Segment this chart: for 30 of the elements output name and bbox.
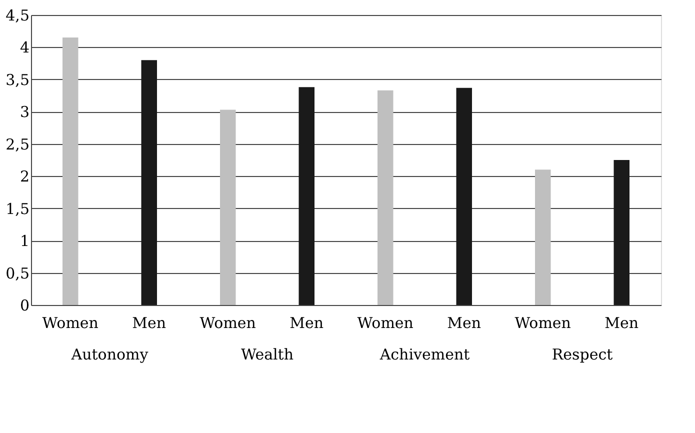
text: Men	[604, 314, 639, 332]
bar	[378, 90, 394, 305]
y-tick-label: 0	[20, 296, 30, 314]
y-tick-label: 4,5	[6, 6, 30, 24]
bar	[614, 160, 630, 305]
y-tick-label: 2,5	[6, 135, 30, 154]
x-tick-label: Wealth	[241, 346, 294, 364]
x-tick-label: Achivement	[378, 346, 470, 364]
bar	[535, 170, 551, 305]
text: Women	[514, 314, 571, 332]
bar	[456, 88, 472, 305]
text: Women	[200, 314, 256, 332]
y-tick-label: 0,5	[6, 264, 30, 282]
text: Women	[357, 314, 414, 332]
y-tick-label: 4	[20, 38, 30, 57]
x-tick-label: Autonomy	[70, 346, 149, 364]
series-label: Men	[290, 314, 324, 332]
y-tick-label: 3,5	[6, 70, 30, 89]
bar	[62, 38, 78, 305]
text: Men	[132, 314, 166, 332]
bar	[298, 87, 314, 305]
text: Men	[447, 314, 482, 332]
y-tick-label: 1	[20, 232, 30, 250]
bar	[141, 60, 157, 305]
bar	[220, 110, 236, 305]
y-tick-label: 2	[20, 168, 30, 186]
series-label: Women	[42, 314, 99, 332]
y-tick-label: 3	[20, 103, 30, 122]
x-tick-label: Respect	[552, 346, 613, 364]
y-tick-label: 1,5	[6, 200, 30, 218]
